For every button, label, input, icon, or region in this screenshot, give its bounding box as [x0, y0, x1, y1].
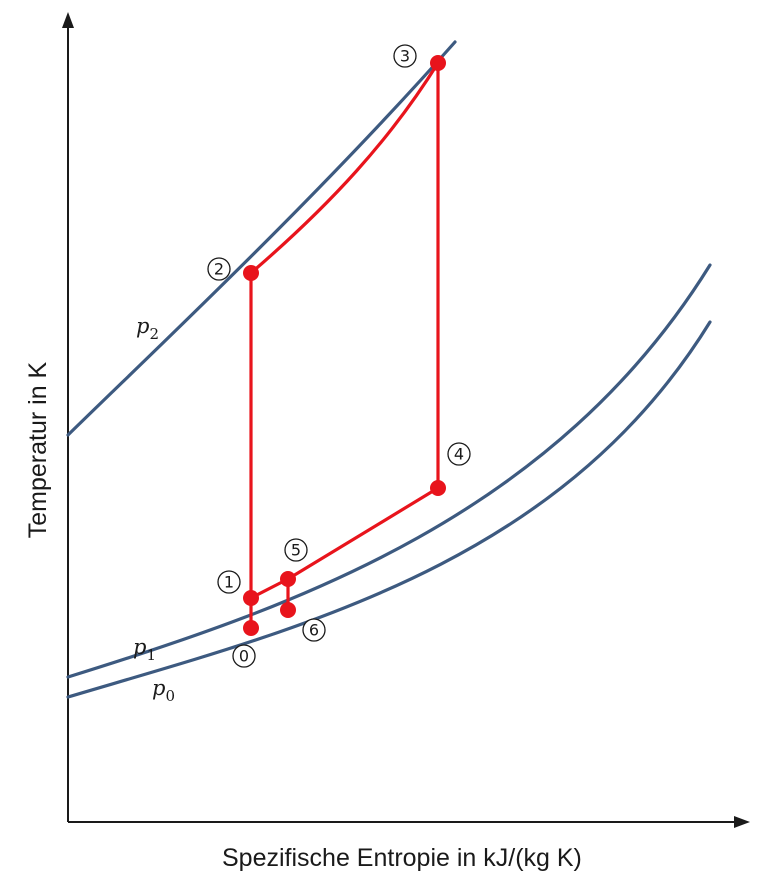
isobar-p0-curve: [66, 320, 712, 699]
state-labels: 0 1 2 3 4 5 6: [207, 44, 471, 668]
state-label-4: 4: [447, 442, 471, 466]
state-point-5: [280, 571, 296, 587]
axes: [62, 12, 750, 828]
state-label-6-text: 6: [309, 621, 319, 640]
state-label-3-text: 3: [400, 47, 410, 66]
process-line-2-3: [249, 61, 440, 275]
state-point-1: [243, 590, 259, 606]
state-label-1-text: 1: [224, 573, 234, 592]
isobar-labels: p2 p1 p0: [133, 314, 175, 705]
x-axis-label: Spezifische Entropie in kJ/(kg K): [222, 844, 582, 872]
process-line-4-5: [286, 486, 440, 581]
state-label-5-text: 5: [291, 541, 301, 560]
state-label-1: 1: [217, 570, 241, 594]
state-label-3: 3: [393, 44, 417, 68]
cycle-lines: [249, 61, 440, 630]
state-label-2-text: 2: [214, 260, 224, 279]
state-label-4-text: 4: [454, 445, 464, 464]
state-label-6: 6: [302, 618, 326, 642]
isobars: [66, 40, 712, 699]
state-point-4: [430, 480, 446, 496]
isobar-p2-curve: [66, 40, 457, 437]
y-axis-arrow-icon: [62, 12, 74, 28]
isobar-p1-curve: [66, 263, 712, 679]
isobar-label-p0: p0: [152, 676, 175, 705]
state-label-0: 0: [232, 644, 256, 668]
state-point-2: [243, 265, 259, 281]
isobar-label-p1: p1: [133, 635, 156, 664]
x-axis-arrow-icon: [734, 816, 750, 828]
state-point-0: [243, 620, 259, 636]
state-point-3: [430, 55, 446, 71]
state-points: [243, 55, 446, 636]
state-label-0-text: 0: [239, 647, 249, 666]
state-label-2: 2: [207, 257, 231, 281]
state-point-6: [280, 602, 296, 618]
isobar-label-p2: p2: [136, 314, 159, 343]
state-label-5: 5: [284, 538, 308, 562]
y-axis-label: Temperatur in K: [24, 361, 52, 538]
